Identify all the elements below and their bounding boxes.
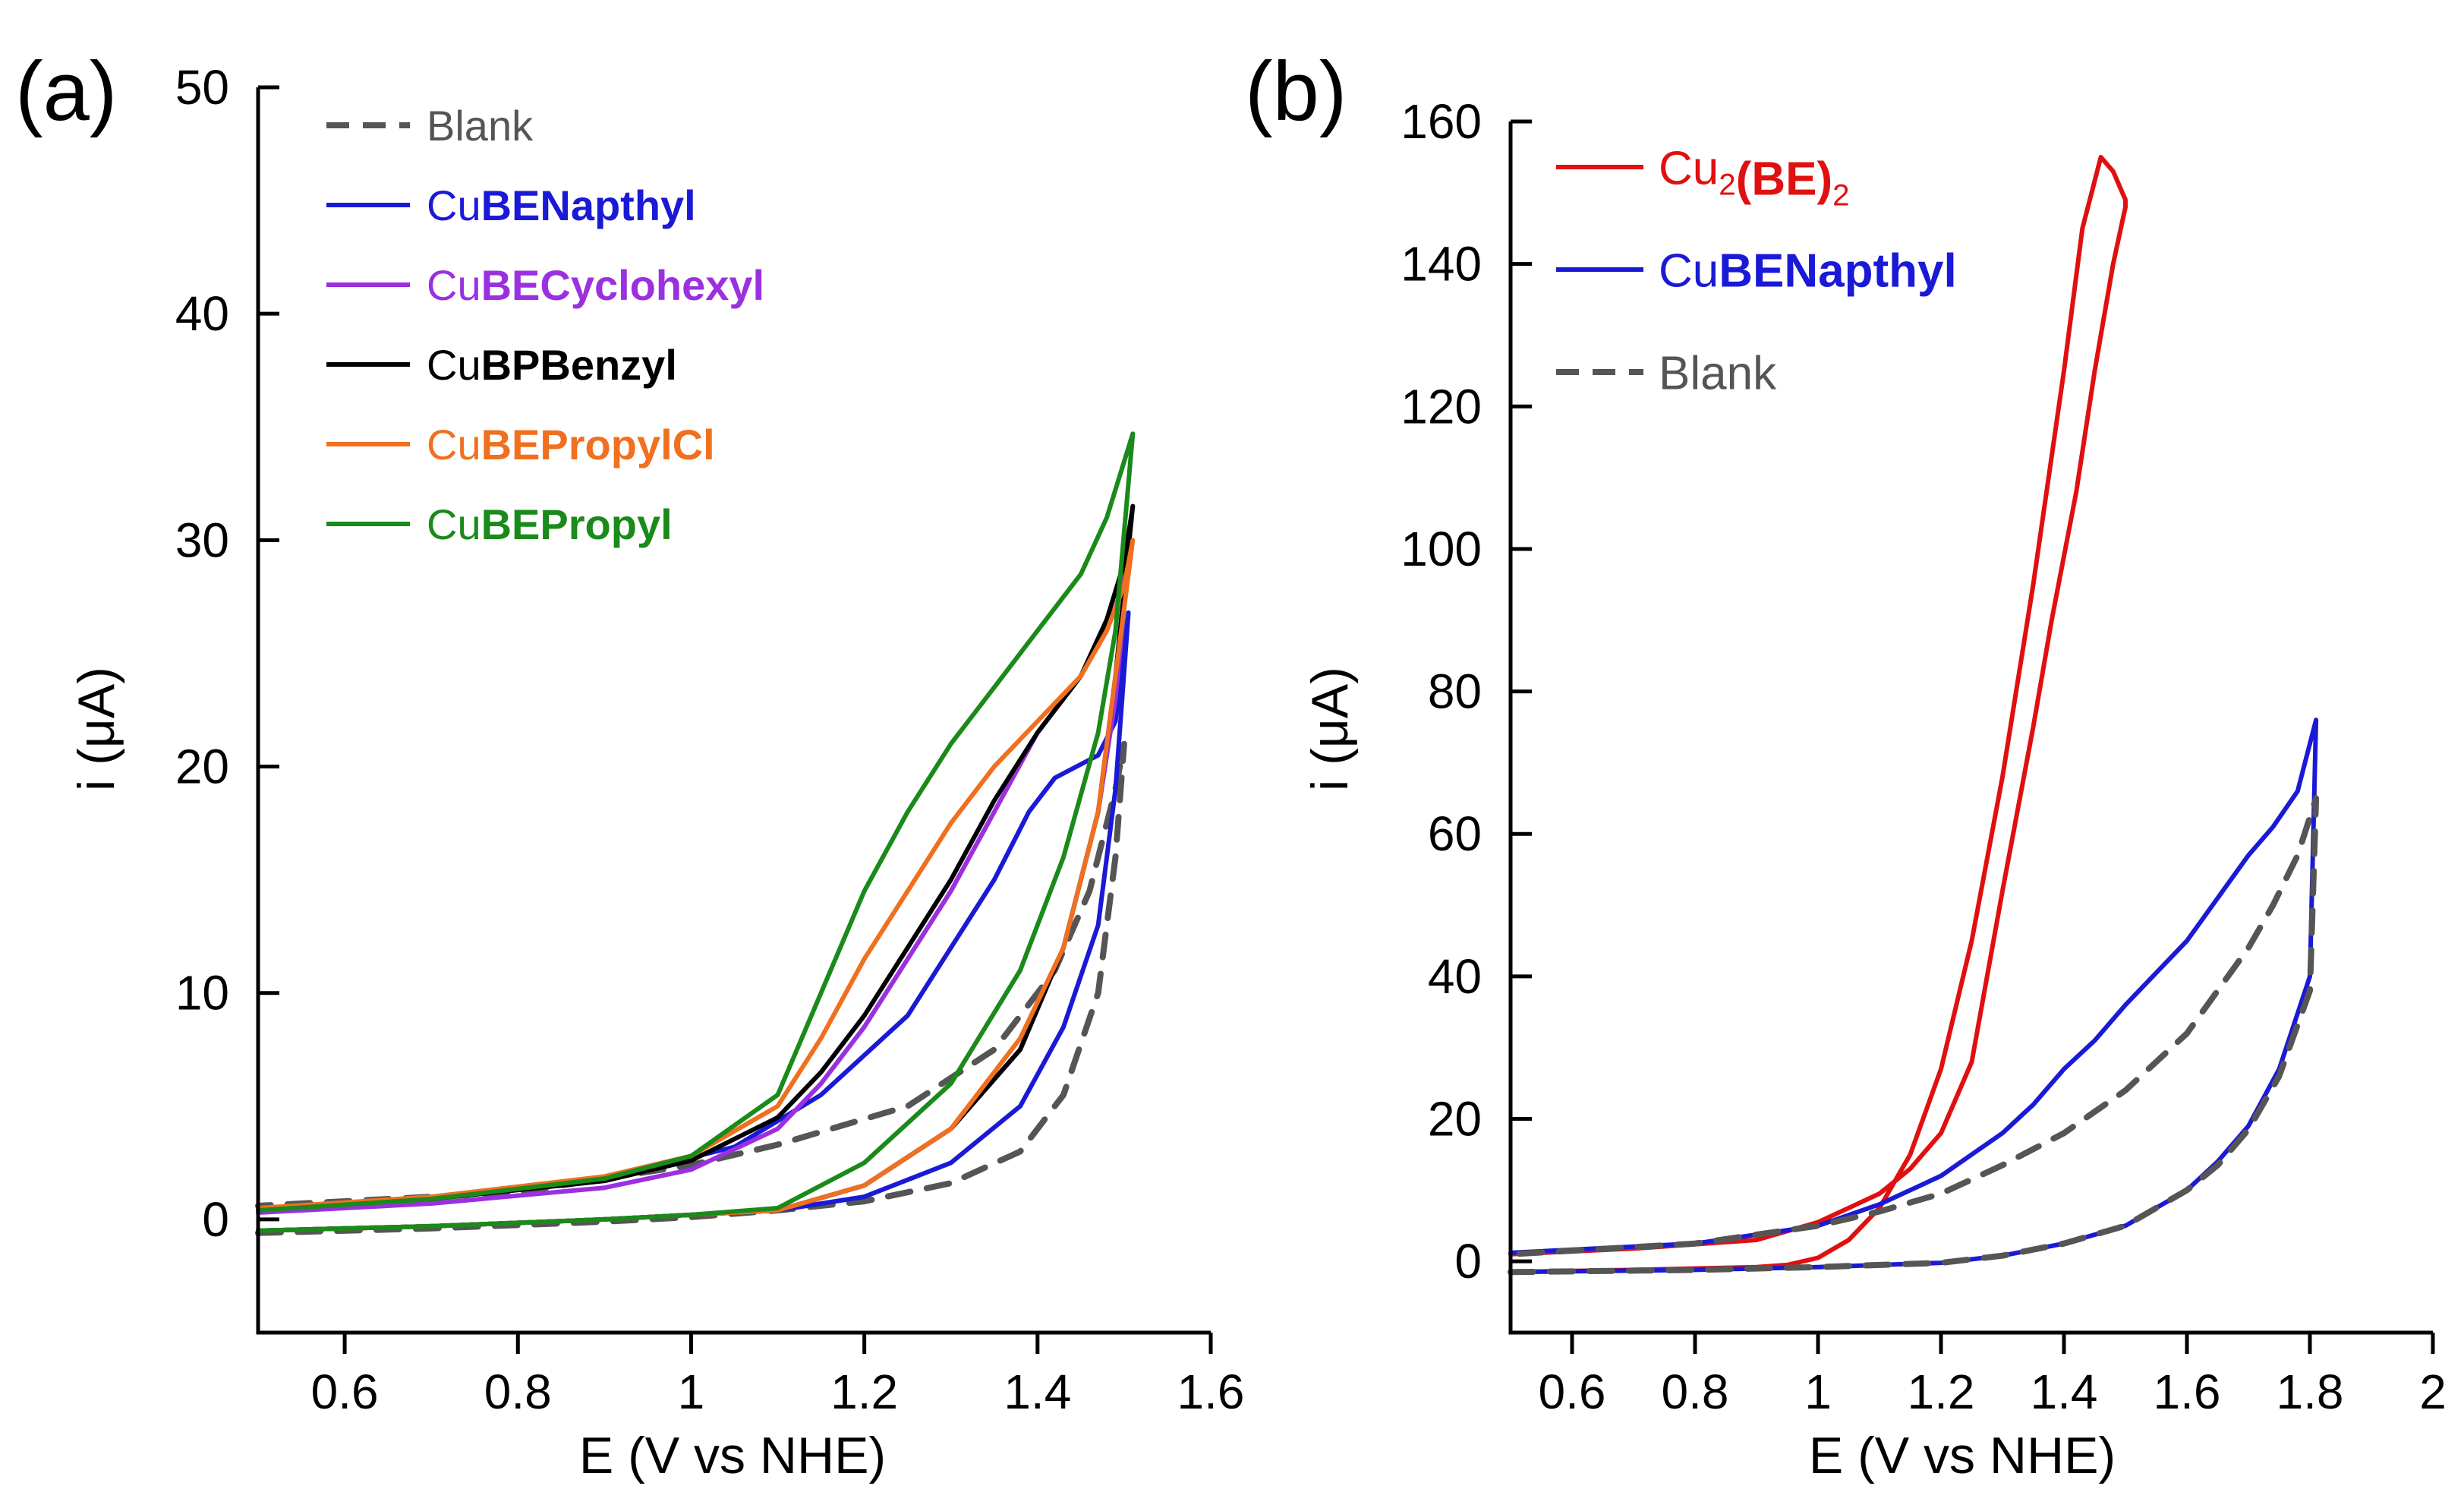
x-tick-label: 1.8 (2277, 1364, 2344, 1419)
x-tick-label: 0.8 (484, 1364, 552, 1419)
y-tick-label: 10 (175, 966, 229, 1021)
x-tick-label: 1.2 (830, 1364, 898, 1419)
x-tick-label: 1.6 (1177, 1364, 1245, 1419)
series-line-cubecyclohexyl (256, 560, 1131, 1233)
x-tick-label: 1.2 (1908, 1364, 1975, 1419)
x-tick-label: 1 (678, 1364, 705, 1419)
legend-label: Blank (427, 102, 534, 150)
legend-label: CuBEPropyl (427, 500, 673, 548)
panel-b-ticks: 0.6 0.8 1 1.2 1.4 1.6 1.8 202040608010012014016… (1401, 94, 2447, 1419)
y-tick-label: 40 (1428, 949, 1482, 1004)
panel-b-label: (b) (1245, 45, 1347, 138)
panel-a-legend: Blank CuBENapthyl CuBECyclohexyl CuBPBenzyl… (326, 102, 764, 548)
panel-a-ylabel: i (μA) (68, 667, 125, 791)
legend-label: CuBPBenzyl (427, 341, 677, 389)
legend-label: CuBEPropylCl (427, 421, 715, 468)
y-tick-label: 80 (1428, 664, 1482, 719)
y-tick-label: 20 (175, 740, 229, 794)
panel-a-ticks: 0.6 0.8 1 1.2 1.4 1.6 0 10 20 30 40 50 (175, 60, 1245, 1419)
y-tick-label: 40 (175, 286, 229, 341)
x-tick-label: 0.6 (311, 1364, 379, 1419)
panel-a-label: (a) (15, 45, 117, 138)
panel-b-xlabel: E (V vs NHE) (1809, 1427, 2116, 1484)
x-tick-label: 0.6 (1539, 1364, 1606, 1419)
series-line-cubenapthyl (256, 610, 1131, 1233)
legend-label: Blank (1659, 347, 1777, 399)
y-tick-label: 0 (202, 1192, 229, 1247)
x-tick-label: 0.8 (1662, 1364, 1729, 1419)
series-line-cubepropylcl (256, 538, 1136, 1233)
x-tick-label: 1 (1804, 1364, 1832, 1419)
series-line-cubenapthyl (1508, 718, 2319, 1275)
series-line-blank (255, 740, 1127, 1236)
x-tick-label: 1.6 (2154, 1364, 2221, 1419)
y-tick-label: 60 (1428, 806, 1482, 861)
y-tick-label: 0 (1454, 1234, 1482, 1289)
y-tick-label: 140 (1401, 237, 1482, 292)
legend-label: CuBENapthyl (1659, 244, 1957, 297)
series-line-cubepropyl (256, 431, 1136, 1233)
panel-b-series (1508, 154, 2320, 1276)
x-tick-label: 2 (2419, 1364, 2447, 1419)
panel-a-axes (256, 87, 1211, 1335)
y-tick-label: 160 (1401, 94, 1482, 149)
series-line-cu2-be-2 (1508, 154, 2128, 1275)
panel-b-ylabel: i (μA) (1301, 667, 1359, 791)
y-tick-label: 50 (175, 60, 229, 115)
y-tick-label: 120 (1401, 379, 1482, 434)
series-line-blank (1508, 795, 2320, 1276)
panel-b-legend: Cu2(BE)2 CuBENapthyl Blank (1556, 142, 1957, 399)
panel-b: (b) i (μA) E (V vs NHE) 0.6 0.8 1 1.2 1.4 1.6… (1245, 45, 2447, 1484)
panel-a-xlabel: E (V vs NHE) (579, 1427, 886, 1484)
y-tick-label: 20 (1428, 1092, 1482, 1147)
legend-label: CuBECyclohexyl (427, 261, 764, 309)
x-tick-label: 1.4 (1004, 1364, 1071, 1419)
panel-b-axes (1508, 121, 2433, 1335)
panel-a-series (255, 431, 1136, 1236)
x-tick-label: 1.4 (2031, 1364, 2098, 1419)
legend-label: Cu2(BE)2 (1659, 142, 1850, 212)
panel-a: (a) i (μA) E (V vs NHE) 0.6 0.8 1 1.2 1.4 1.6… (15, 45, 1244, 1484)
legend-label: CuBENapthyl (427, 181, 696, 229)
y-tick-label: 30 (175, 513, 229, 567)
y-tick-label: 100 (1401, 522, 1482, 576)
